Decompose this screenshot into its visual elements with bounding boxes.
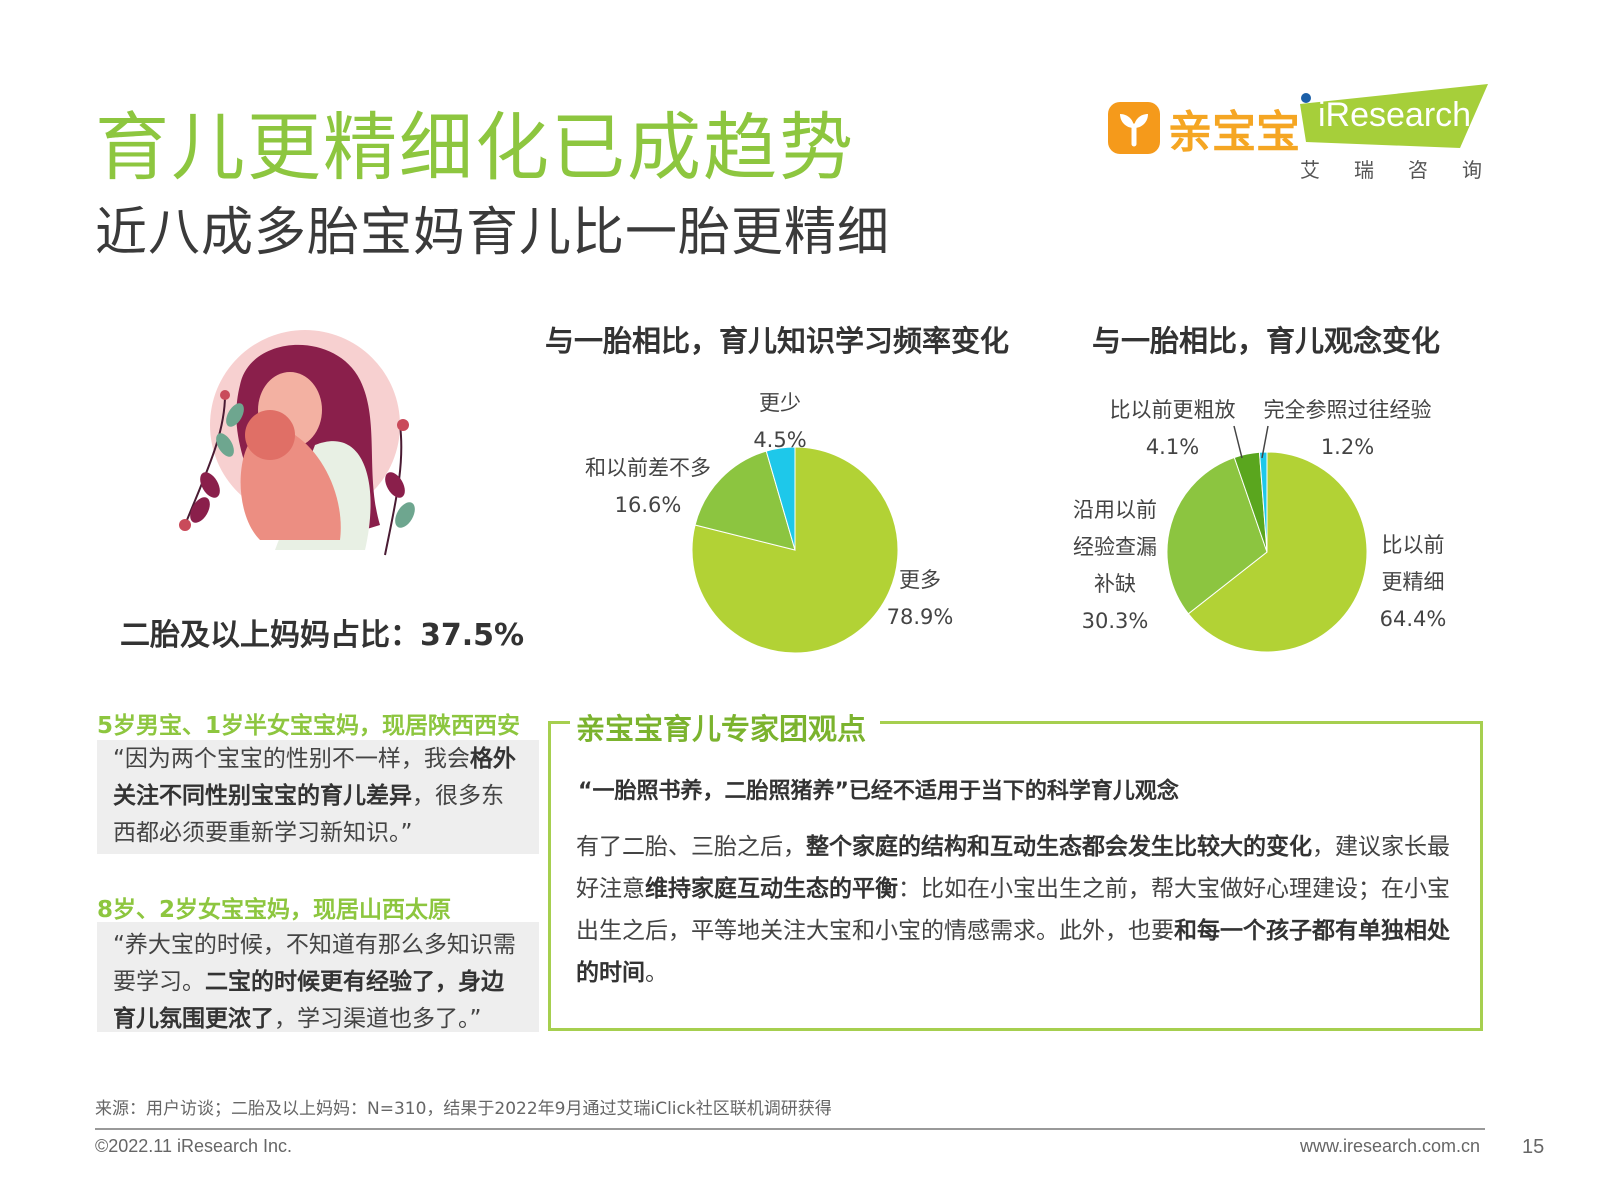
expert-text-4: 。	[645, 960, 668, 986]
chart2-label-past-value: 1.2%	[1320, 435, 1375, 459]
page-title: 育儿更精细化已成趋势	[95, 105, 855, 191]
chart1-label-same: 和以前差不多 16.6%	[578, 450, 718, 524]
chart2-pie	[1166, 451, 1368, 653]
chart2-slice-0	[1187, 451, 1368, 653]
chart2-leader-same	[1261, 425, 1269, 459]
iresearch-logo-cn: 艾瑞咨询	[1300, 158, 1516, 182]
chart1-label-less-name: 更少	[759, 391, 801, 415]
chart2-label-rough: 比以前更粗放 4.1%	[1100, 392, 1245, 466]
page-subtitle: 近八成多胎宝妈育儿比一胎更精细	[95, 203, 891, 263]
chart2-label-follow: 沿用以前 经验查漏 补缺 30.3%	[1060, 492, 1170, 640]
chart1-pie	[691, 446, 899, 654]
chart2-label-follow-line2: 经验查漏	[1073, 535, 1157, 559]
website-link[interactable]: www.iresearch.com.cn	[1300, 1136, 1481, 1156]
chart2-label-rough-value: 4.1%	[1145, 435, 1200, 459]
chart2-leader-lines	[1233, 425, 1269, 459]
quote2-text-a: “养大宝的时候，不知道有那么多知识需要学习。	[113, 932, 516, 995]
qinbaobao-logo-text: 亲宝宝	[1168, 107, 1300, 158]
copyright: ©2022.11 iResearch Inc.	[95, 1136, 293, 1156]
expert-bold-1: 整个家庭的结构和互动生态都会发生比较大的变化	[806, 834, 1312, 860]
chart1-slice-2	[765, 446, 796, 551]
chart2-title: 与一胎相比，育儿观念变化	[1092, 324, 1441, 358]
chart2-label-follow-value: 30.3%	[1081, 609, 1149, 633]
chart2-label-finer-line2: 更精细	[1381, 570, 1445, 594]
expert-opinion-title: 亲宝宝育儿专家团观点	[570, 706, 881, 748]
expert-opinion-body: 有了二胎、三胎之后，整个家庭的结构和互动生态都会发生比较大的变化，建议家长最好注…	[576, 826, 1456, 994]
chart2-label-follow-line1: 沿用以前	[1073, 498, 1157, 522]
quote2-text-bold: 二宝的时候更有经验了，身边育儿氛围更浓了	[113, 969, 504, 1032]
chart2-label-past-name: 完全参照过往经验	[1263, 398, 1432, 422]
chart1-label-more-name: 更多	[899, 568, 941, 592]
expert-bold-2: 维持家庭互动生态的平衡	[645, 876, 898, 902]
chart2-label-finer-line1: 比以前	[1381, 533, 1445, 557]
source-note: 来源：用户访谈；二胎及以上妈妈：N=310，结果于2022年9月通过艾瑞iCli…	[95, 1099, 832, 1119]
iresearch-logo-shape	[1300, 84, 1488, 148]
quote1-text-a: “因为两个宝宝的性别不一样，我会	[113, 746, 470, 772]
quote1-heading: 5岁男宝、1岁半女宝宝妈，现居陕西西安	[97, 713, 521, 739]
chart2-label-finer: 比以前 更精细 64.4%	[1368, 527, 1458, 638]
expert-opinion-subtitle: “一胎照书养，二胎照猪养”已经不适用于当下的科学育儿观念	[578, 779, 1179, 804]
chart1-label-more-value: 78.9%	[886, 605, 954, 629]
chart1-label-same-name: 和以前差不多	[585, 456, 711, 480]
iresearch-logo-text: iResearch	[1318, 96, 1472, 134]
chart2-leader-rough	[1233, 425, 1243, 459]
multi-child-mom-share: 二胎及以上妈妈占比：37.5%	[120, 618, 525, 653]
chart1-title: 与一胎相比，育儿知识学习频率变化	[545, 324, 1010, 358]
quote1-text-b: ，很多东西都必须要重新学习新知识。”	[113, 783, 504, 846]
qinbaobao-logo: 亲宝宝	[1108, 96, 1300, 160]
quote2-heading: 8岁、2岁女宝宝妈，现居山西太原	[97, 897, 452, 923]
chart1-label-less-value: 4.5%	[753, 428, 807, 452]
quote2-text-b: ，学习渠道也多了。”	[274, 1006, 482, 1032]
chart2-label-past: 完全参照过往经验 1.2%	[1255, 392, 1440, 466]
expert-bold-3: 和每一个孩子都有单独相处的时间	[576, 918, 1450, 986]
quote1-text-bold: 格外关注不同性别宝宝的育儿差异	[113, 746, 516, 809]
chart2-slice-1	[1166, 456, 1268, 615]
sprout-icon	[1108, 102, 1160, 154]
expert-text-3: ：比如在小宝出生之前，帮大宝做好心理建设；在小宝出生之后，平等地关注大宝和小宝的…	[576, 876, 1450, 944]
expert-opinion-box	[548, 721, 1483, 1031]
expert-text-2: ，建议家长最好注意	[576, 834, 1450, 902]
page-number: 15	[1522, 1136, 1545, 1158]
chart1-slice-1	[694, 450, 796, 551]
quote1-box: “因为两个宝宝的性别不一样，我会格外关注不同性别宝宝的育儿差异，很多东西都必须要…	[97, 740, 539, 854]
chart1-label-less: 更少 4.5%	[735, 385, 825, 459]
chart2-label-rough-name: 比以前更粗放	[1109, 398, 1236, 422]
quote2-box: “养大宝的时候，不知道有那么多知识需要学习。二宝的时候更有经验了，身边育儿氛围更…	[97, 922, 539, 1032]
mother-baby-illustration	[179, 330, 415, 556]
chart1-label-same-value: 16.6%	[614, 493, 682, 517]
chart2-label-follow-line3: 补缺	[1094, 572, 1136, 596]
chart2-label-finer-value: 64.4%	[1379, 607, 1447, 631]
expert-text-1: 有了二胎、三胎之后，	[576, 834, 806, 860]
chart1-slice-0	[691, 446, 899, 654]
chart1-label-more: 更多 78.9%	[880, 562, 960, 636]
footer-divider	[95, 1128, 1485, 1130]
